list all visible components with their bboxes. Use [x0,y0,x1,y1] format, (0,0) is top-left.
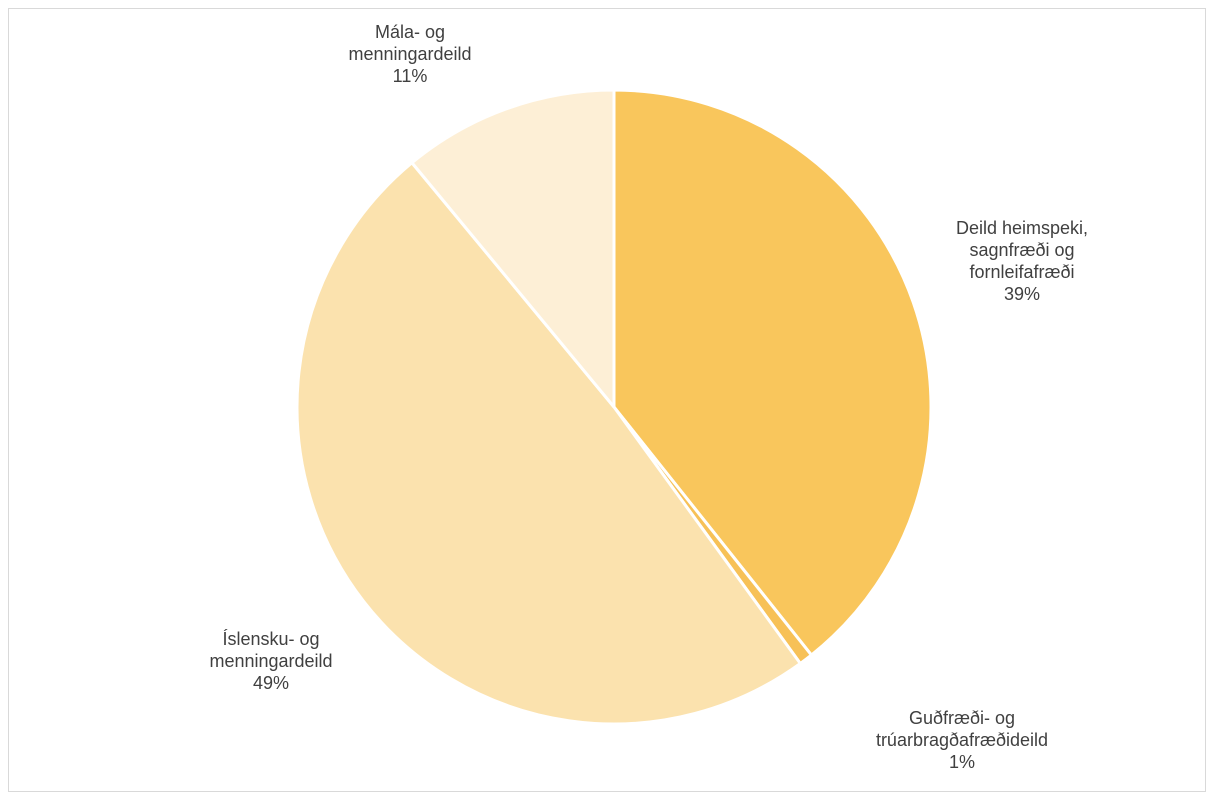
pie-labels: Deild heimspeki, sagnfræði og fornleifafræ… [209,22,1088,772]
slice-label-line: Guðfræði- og [909,708,1015,728]
slice-label-line: Deild heimspeki, [956,218,1088,238]
slice-label-line: Íslensku- og [222,629,319,649]
slice-label-line: menningardeild [348,44,471,64]
slice-label-deild-heimspeki: Deild heimspeki, sagnfræði og fornleifafræ… [956,218,1088,304]
slice-label-line: trúarbragðafræðideild [876,730,1048,750]
slice-label-line: sagnfræði og [969,240,1074,260]
pie-slice-mala-og [410,88,616,409]
pie-slices [295,88,933,726]
pie-slice-deild-heimspeki [612,88,933,657]
slice-label-line: fornleifafræði [969,262,1074,282]
slice-percent-label: 49% [253,673,289,693]
slice-label-line: menningardeild [209,651,332,671]
slice-label-line: Mála- og [375,22,445,42]
slice-percent-label: 11% [393,66,428,86]
slice-percent-label: 1% [949,752,975,772]
slice-label-gu-fr-i-og: Guðfræði- og trúarbragðafræðideild 1% [876,708,1048,772]
slice-label-islensku-og: Íslensku- og menningardeild 49% [209,629,332,693]
pie-slice-islensku-og [295,161,802,726]
slice-label-mala-og: Mála- og menningardeild 11% [348,22,471,86]
slice-percent-label: 39% [1004,284,1040,304]
